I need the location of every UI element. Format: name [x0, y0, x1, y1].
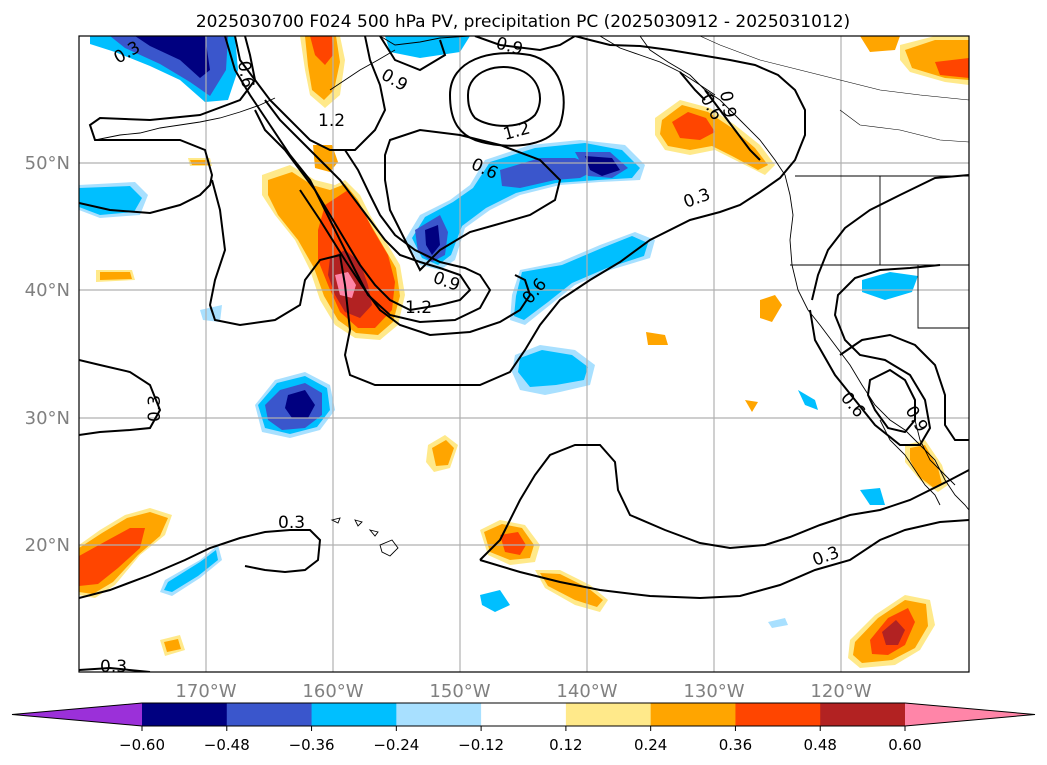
- contour-label: 0.3: [278, 513, 305, 533]
- colorbar-segment: [820, 703, 906, 726]
- map-content: 0.3 0.6 0.9 1.2 0.9 1.2 0.6 0.9 1.2 0.6 …: [79, 34, 969, 677]
- precip-pos-small-9: [432, 440, 454, 466]
- precip-neg-area-35n: [512, 345, 595, 395]
- colorbar-tick-label: −0.36: [289, 736, 335, 754]
- precip-pos-area-southwest: [79, 508, 172, 598]
- colorbar-segment: [226, 703, 313, 726]
- precip-pos-small-12: [910, 445, 942, 488]
- lon-label: 150°W: [429, 681, 490, 702]
- gridlines: [79, 36, 969, 672]
- contour-label: 0.3: [100, 657, 127, 677]
- colorbar: −0.60 −0.48 −0.36 −0.24 −0.12 0.12 0.24 0.36 0.4…: [11, 702, 1036, 754]
- lon-label: 160°W: [302, 681, 363, 702]
- colorbar-tick-label: 0.24: [634, 736, 667, 754]
- lat-label: 50°N: [25, 153, 70, 174]
- colorbar-segment: [735, 703, 821, 726]
- longitude-labels: 170°W 160°W 150°W 140°W 130°W 120°W: [175, 681, 871, 702]
- precip-neg-small-8: [798, 390, 818, 410]
- colorbar-tick-label: −0.60: [119, 736, 165, 754]
- colorbar-segment: [565, 703, 652, 726]
- lat-label: 20°N: [25, 535, 70, 556]
- contour-label: 0.9: [715, 89, 739, 119]
- precip-neg-area-central: [405, 140, 645, 270]
- colorbar-segment: [481, 703, 567, 726]
- colorbar-tick-label: −0.24: [373, 736, 419, 754]
- lon-label: 120°W: [810, 681, 871, 702]
- colorbar-tick-label: −0.12: [458, 736, 504, 754]
- colorbar-tick-label: 0.36: [719, 736, 752, 754]
- colorbar-extend-low: [12, 703, 142, 726]
- latitude-labels: 50°N 40°N 30°N 20°N: [25, 153, 70, 556]
- lon-label: 130°W: [683, 681, 744, 702]
- precip-pos-small-5: [100, 272, 132, 280]
- pv-contours: [79, 36, 969, 672]
- map-frame: [78, 35, 970, 673]
- precip-neg-small-9: [768, 618, 788, 628]
- colorbar-segment: [311, 703, 397, 726]
- map-title: 2025030700 F024 500 hPa PV, precipitatio…: [196, 12, 850, 32]
- contour-label: 0.3: [145, 395, 165, 422]
- contour-label: 0.9: [494, 34, 525, 60]
- colorbar-tick-label: −0.48: [204, 736, 250, 754]
- precip-pos-area-southeast: [848, 595, 935, 668]
- colorbar-extend-high: [905, 703, 1035, 726]
- contour-label: 1.2: [318, 111, 345, 131]
- precip-pos-small-7: [646, 332, 668, 345]
- precip-neg-area-band: [510, 232, 655, 325]
- precip-neg-small-3: [862, 272, 918, 300]
- lat-label: 30°N: [25, 408, 70, 429]
- lon-label: 170°W: [175, 681, 236, 702]
- contour-label: 0.6: [233, 59, 257, 89]
- colorbar-segment: [396, 703, 482, 726]
- precip-neg-small-5: [480, 590, 510, 612]
- colorbar-segment: [142, 703, 228, 726]
- colorbar-tick-label: 0.60: [888, 736, 921, 754]
- precip-neg-small-6: [860, 488, 885, 505]
- precip-neg-small-4: [385, 36, 470, 58]
- contour-label: 1.2: [405, 298, 432, 318]
- colorbar-tick-label: 0.12: [549, 736, 582, 754]
- precip-neg-small-2: [164, 550, 218, 592]
- precip-neg-area-nw: [90, 36, 238, 102]
- precip-pos-small-1: [313, 145, 338, 172]
- precip-pos-small-14: [164, 639, 181, 652]
- precip-pos-small-10: [745, 400, 758, 412]
- precip-neg-area-west: [79, 182, 148, 218]
- precip-pos-small-6: [760, 295, 782, 322]
- precip-pos-area-north: [300, 36, 345, 108]
- colorbar-segment: [650, 703, 736, 726]
- colorbar-tick-label: 0.48: [804, 736, 837, 754]
- lon-label: 140°W: [556, 681, 617, 702]
- lat-label: 40°N: [25, 280, 70, 301]
